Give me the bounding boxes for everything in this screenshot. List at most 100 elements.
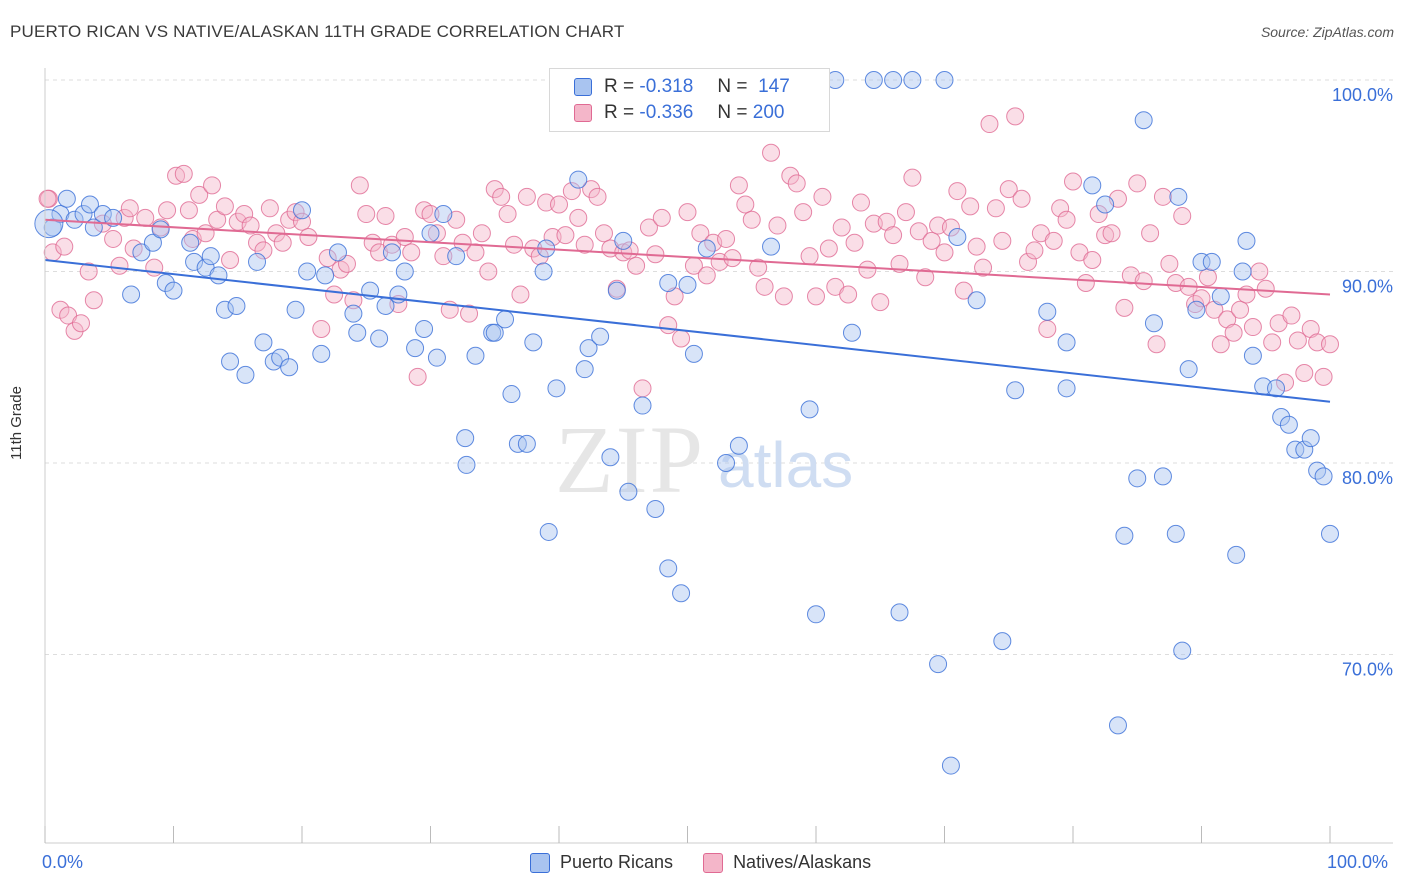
data-point bbox=[1295, 363, 1314, 382]
data-point bbox=[1134, 272, 1153, 291]
data-point bbox=[903, 71, 922, 89]
data-point bbox=[395, 228, 414, 247]
data-point bbox=[1198, 268, 1217, 287]
data-point bbox=[179, 201, 198, 220]
data-point bbox=[164, 281, 183, 300]
data-point bbox=[293, 201, 311, 220]
data-point bbox=[1267, 379, 1286, 398]
data-point bbox=[948, 228, 967, 247]
data-point bbox=[517, 187, 536, 206]
data-point bbox=[492, 187, 511, 206]
data-point bbox=[1237, 231, 1256, 250]
data-point bbox=[922, 231, 941, 250]
data-point bbox=[1243, 318, 1262, 337]
data-point bbox=[534, 262, 553, 281]
data-point bbox=[858, 260, 877, 279]
data-point bbox=[136, 208, 155, 227]
data-point bbox=[762, 143, 781, 162]
data-point bbox=[318, 249, 337, 268]
data-point bbox=[884, 226, 903, 245]
data-point bbox=[556, 226, 575, 245]
data-point bbox=[466, 346, 485, 365]
data-point bbox=[646, 499, 665, 518]
data-point bbox=[485, 323, 504, 342]
data-point bbox=[434, 247, 453, 266]
data-point bbox=[1321, 524, 1339, 543]
data-point bbox=[807, 287, 825, 306]
data-point bbox=[579, 339, 598, 358]
data-point bbox=[485, 180, 504, 199]
data-point bbox=[1192, 289, 1211, 308]
data-point bbox=[1160, 254, 1179, 273]
data-point bbox=[248, 252, 267, 271]
data-point bbox=[890, 254, 909, 273]
data-point bbox=[427, 348, 446, 367]
data-point bbox=[1144, 314, 1163, 333]
data-point bbox=[755, 277, 774, 296]
data-point bbox=[1102, 224, 1121, 243]
data-point bbox=[221, 352, 240, 371]
y-tick-label: 80.0% bbox=[1342, 468, 1393, 488]
data-point bbox=[1153, 467, 1172, 486]
data-point bbox=[935, 71, 954, 89]
data-point bbox=[1233, 262, 1252, 281]
data-point bbox=[591, 327, 610, 346]
data-point bbox=[235, 205, 254, 224]
data-point bbox=[132, 243, 151, 262]
data-point bbox=[406, 339, 425, 358]
data-point bbox=[935, 243, 954, 262]
data-point bbox=[1038, 302, 1057, 321]
data-point bbox=[185, 252, 204, 271]
legend-swatch-blue bbox=[530, 852, 550, 873]
data-point bbox=[286, 300, 305, 319]
data-point bbox=[594, 224, 613, 243]
data-point bbox=[328, 243, 347, 262]
data-point bbox=[421, 205, 440, 224]
data-point bbox=[929, 655, 948, 674]
data-point bbox=[1153, 187, 1172, 206]
data-point bbox=[271, 348, 290, 367]
x-tick-label-min: 0.0% bbox=[42, 852, 84, 872]
data-point bbox=[498, 205, 517, 224]
data-point bbox=[633, 396, 652, 415]
data-point bbox=[794, 203, 813, 222]
data-point bbox=[511, 285, 530, 304]
data-point bbox=[588, 187, 607, 206]
data-point bbox=[678, 275, 697, 294]
data-point bbox=[196, 224, 215, 243]
data-point bbox=[344, 291, 363, 310]
data-point bbox=[402, 243, 421, 262]
data-point bbox=[762, 237, 781, 256]
data-point bbox=[1295, 440, 1314, 459]
series-natives-alaskans bbox=[38, 107, 1339, 398]
source-label: Source: ZipAtlas.com bbox=[1260, 24, 1394, 40]
data-point bbox=[241, 216, 260, 235]
data-point bbox=[1083, 176, 1102, 195]
data-point bbox=[524, 333, 543, 352]
data-point bbox=[569, 170, 588, 189]
data-point bbox=[415, 319, 434, 338]
data-point bbox=[832, 218, 851, 237]
data-point bbox=[1314, 367, 1333, 386]
data-point bbox=[742, 210, 761, 229]
data-point bbox=[1231, 300, 1250, 319]
data-point bbox=[851, 193, 870, 212]
data-point bbox=[1019, 252, 1038, 271]
data-point bbox=[167, 166, 186, 185]
data-point bbox=[505, 235, 524, 254]
data-point bbox=[1192, 252, 1211, 271]
data-point bbox=[460, 304, 479, 323]
data-point bbox=[717, 229, 736, 248]
data-point bbox=[156, 273, 175, 292]
data-point bbox=[122, 285, 141, 304]
data-point bbox=[1057, 379, 1076, 398]
data-point bbox=[691, 224, 710, 243]
data-point bbox=[1115, 298, 1134, 317]
data-point bbox=[434, 205, 453, 224]
data-point bbox=[697, 239, 716, 258]
watermark-zip: ZIP bbox=[555, 406, 705, 513]
legend-swatch-pink bbox=[703, 852, 724, 873]
data-point bbox=[34, 209, 64, 239]
data-point bbox=[639, 218, 658, 237]
